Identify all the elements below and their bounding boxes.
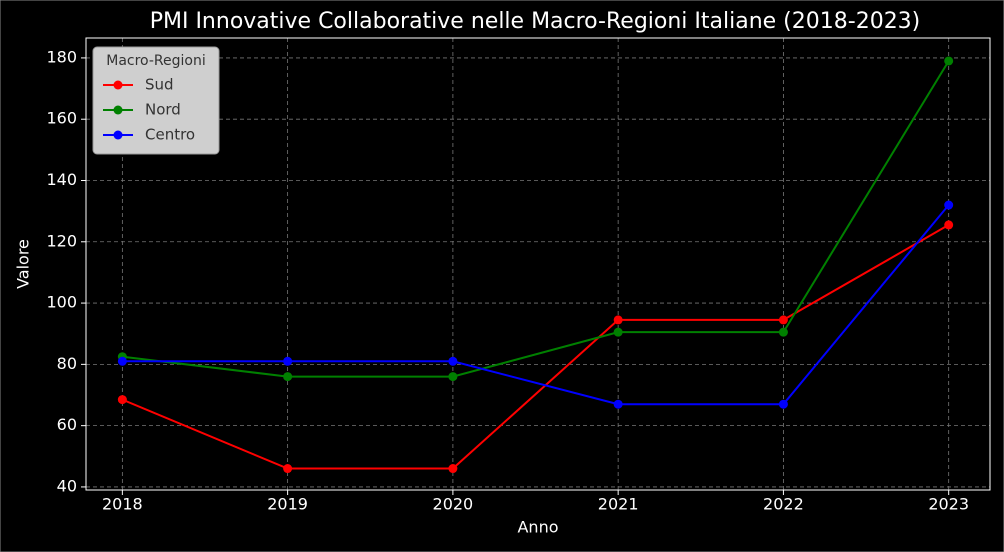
point [944,200,954,210]
point [117,356,127,366]
legend-title: Macro-Regioni [106,53,206,69]
point [613,315,623,325]
x-tick-label: 2020 [433,495,474,514]
legend-marker [113,80,123,90]
point [944,56,954,66]
point [448,372,458,382]
series-line [122,204,950,406]
y-tick-label: 100 [46,293,77,312]
series-line [121,224,950,470]
plot-frame [85,37,991,491]
point [117,395,127,405]
point [778,315,788,325]
y-tick-label: 180 [46,47,77,66]
y-tick-label: 80 [57,354,77,373]
legend-label: Centro [145,126,195,144]
x-tick-label: 2022 [763,495,804,514]
y-tick-label: 60 [57,415,77,434]
point [283,464,293,474]
point [283,356,293,366]
point [613,399,623,409]
point [283,372,293,382]
legend-marker [113,130,123,140]
x-tick-label: 2021 [598,495,639,514]
x-tick-label: 2023 [928,495,969,514]
series-line [122,60,950,378]
legend-box [92,46,220,155]
y-tick-label: 40 [57,476,77,495]
x-tick-label: 2019 [267,495,308,514]
point [778,399,788,409]
legend-label: Nord [145,101,181,119]
chart-title: PMI Innovative Collaborative nelle Macro… [150,9,921,34]
point [448,356,458,366]
legend-label: Sud [145,76,174,94]
point [944,220,954,230]
x-tick-label: 2018 [102,495,143,514]
y-tick-label: 140 [46,170,77,189]
y-tick-label: 160 [46,109,77,128]
legend-marker [113,105,123,115]
x-axis-label: Anno [517,518,558,537]
point [613,327,623,337]
y-tick-label: 120 [46,231,77,250]
point [448,464,458,474]
y-axis-label: Valore [14,239,33,289]
point [778,327,788,337]
